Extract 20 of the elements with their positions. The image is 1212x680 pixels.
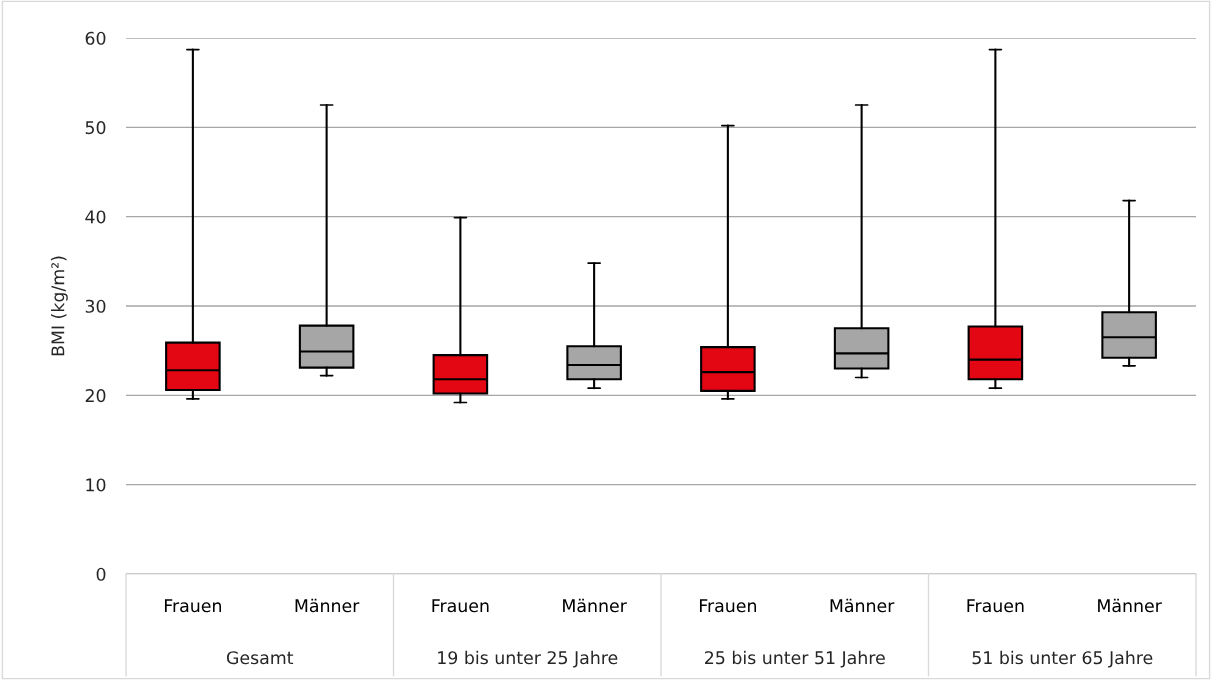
text: 51 bis unter 65 Jahre	[972, 650, 1153, 668]
y-tick-label: 10	[86, 478, 106, 492]
y-tick-label: 50	[85, 121, 106, 135]
y-tick-label: 60	[85, 31, 106, 45]
text: 19 bis unter 25 Jahre	[438, 650, 618, 668]
text: Gesamt	[226, 651, 294, 665]
x-tick-label: Männer	[1098, 598, 1162, 613]
x-tick-label: Männer	[830, 598, 895, 613]
text: 25 bis unter 51 Jahre	[705, 650, 885, 668]
x-tick-label: Männer	[563, 598, 627, 613]
y-tick-label: 0	[96, 567, 106, 581]
x-tick-label: Frauen	[699, 599, 756, 613]
y-tick-label: 30	[85, 299, 106, 313]
y-axis-title: BMI (kg/m²)	[50, 256, 68, 356]
x-tick-label: Frauen	[967, 599, 1024, 613]
y-tick-label: 40	[85, 210, 106, 224]
y-tick-label: 20	[85, 389, 106, 403]
x-tick-label: Frauen	[164, 599, 221, 613]
x-tick-label: Frauen	[432, 599, 489, 613]
x-tick-label: Männer	[295, 598, 360, 613]
